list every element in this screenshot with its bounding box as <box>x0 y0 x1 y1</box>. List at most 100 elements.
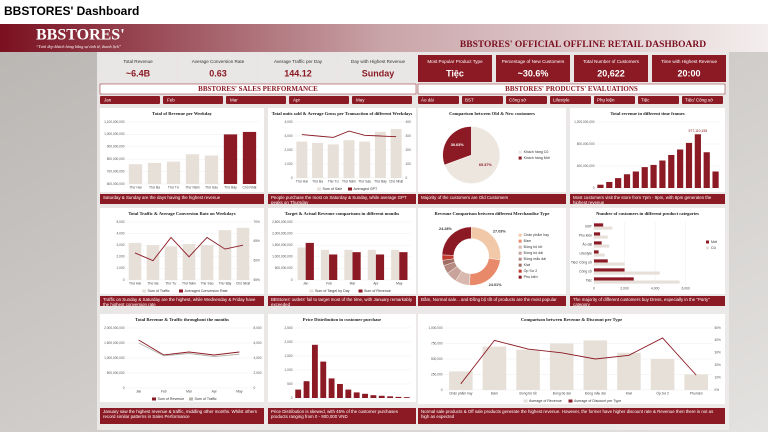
bar <box>200 245 214 280</box>
bar <box>623 174 631 188</box>
chart-title: Number of customers in different product… <box>596 211 699 216</box>
bar <box>387 396 394 398</box>
legend-swatch <box>142 289 146 293</box>
bar <box>597 184 604 188</box>
x-tick-label: May <box>396 281 403 285</box>
y-tick-label: 0 <box>291 176 293 180</box>
kpi-card <box>260 55 336 82</box>
bar <box>303 381 310 398</box>
y-tick-label: 1,000 <box>117 266 125 270</box>
product-tab[interactable] <box>418 96 459 104</box>
legend-swatch <box>518 245 522 249</box>
x-tick-label: 2,000 <box>620 286 629 290</box>
month-tab[interactable] <box>289 96 349 104</box>
bar <box>594 280 680 284</box>
legend-label: Average of Revenue <box>529 399 562 403</box>
product-tab[interactable] <box>594 96 635 104</box>
bar <box>659 160 666 188</box>
bar <box>694 134 701 188</box>
y-tick-label: 2,000,000,000 <box>272 231 293 235</box>
insight-caption: Đầm, Normal sale... and Đồng bộ tốt of p… <box>418 296 566 306</box>
month-tab[interactable] <box>352 96 412 104</box>
bar <box>343 140 355 178</box>
month-tab[interactable] <box>163 96 223 104</box>
product-tab[interactable] <box>462 96 503 104</box>
x-tick-label: Đồng bộ dài <box>553 391 571 395</box>
y-tick-label: 500,000,000 <box>275 266 293 270</box>
y2-tick-label: 200 <box>406 148 412 152</box>
legend-label: Average of Discount per Type <box>574 399 621 403</box>
product-tab[interactable] <box>638 96 679 104</box>
legend-swatch <box>518 251 522 255</box>
x-tick-label: Thứ Sáu <box>201 281 214 285</box>
bar <box>359 141 371 178</box>
bar <box>594 244 610 248</box>
bar <box>617 352 641 390</box>
bar <box>320 249 330 280</box>
tab-label: Tiệc <box>641 97 650 102</box>
y-tick-label: 2,000,000,000 <box>104 326 125 330</box>
x-tick-label: Thứ Bảy <box>374 179 387 183</box>
slice <box>444 126 501 184</box>
bar <box>594 235 608 239</box>
value-label: 977,110,155 <box>689 129 708 133</box>
section-header <box>99 83 417 95</box>
month-tab[interactable] <box>100 96 160 104</box>
bar <box>353 392 360 398</box>
x-tick-label: Ốp Sư 2 <box>656 390 669 395</box>
bar <box>204 155 219 184</box>
x-tick-label: Thứ Bảy <box>224 185 237 189</box>
y-tick-label: 4,000 <box>117 231 125 235</box>
y-tick-label: 4,000 <box>285 120 293 124</box>
chart-title: Comparison between Revenue & Discount pe… <box>521 317 622 322</box>
legend-swatch <box>518 257 522 261</box>
legend-swatch <box>189 397 193 401</box>
x-tick-label: Chủ Nhật <box>236 281 250 285</box>
bar <box>166 161 181 184</box>
product-tab[interactable] <box>550 96 591 104</box>
product-tab[interactable] <box>682 96 723 104</box>
y-tick-label: 800,000,000 <box>107 157 125 161</box>
bar <box>583 340 608 390</box>
y-tick-label: 1,000,000,000 <box>272 255 293 259</box>
product-tab[interactable] <box>506 96 547 104</box>
x-tick-label: Thứ Ba <box>147 281 158 285</box>
bar <box>367 249 376 280</box>
y-tick-label: 400,000,000 <box>577 164 595 168</box>
bar <box>327 144 339 178</box>
chart-panel <box>100 108 264 192</box>
kpi-card <box>100 55 176 82</box>
chart-title: Revenue Comparison between different Mer… <box>435 211 550 216</box>
y-tick-label: Tiệc <box>586 278 593 282</box>
y-tick-label: Tiệc/ Công sở <box>571 260 593 264</box>
y-tick-label: 0 <box>123 386 125 390</box>
y2-tick-label: 50% <box>715 326 722 330</box>
slice <box>441 226 472 256</box>
y-tick-label: 0 <box>123 278 125 282</box>
y2-tick-label: 0% <box>715 388 720 392</box>
x-tick-label: Feb <box>161 389 167 393</box>
bar <box>352 252 361 280</box>
y-tick-label: 900,000,000 <box>107 145 125 149</box>
y-tick-label: 1,000 <box>285 368 293 372</box>
y-tick-label: 600,000,000 <box>107 182 125 186</box>
y2-tick-label: 100 <box>406 162 412 166</box>
page-title: BBSTORES' Dashboard <box>4 4 139 18</box>
legend-swatch <box>358 289 363 293</box>
line <box>301 130 397 138</box>
line <box>460 337 697 385</box>
kpi-label: Average Conversion Rate <box>192 59 245 64</box>
bar <box>615 178 622 188</box>
bar <box>632 171 639 188</box>
legend-swatch <box>518 269 522 273</box>
slice <box>442 126 472 166</box>
y2-tick-label: 40% <box>715 338 722 342</box>
bar <box>370 395 377 398</box>
legend-label: Sum of Revenue <box>158 397 185 401</box>
value-label: 69.37% <box>479 163 493 167</box>
bar <box>677 149 684 188</box>
month-tab[interactable] <box>226 96 286 104</box>
insight-caption: The majority of different customers buy … <box>570 296 725 306</box>
legend-label: Sum of Traffic <box>148 289 170 293</box>
legend-swatch <box>309 289 314 293</box>
